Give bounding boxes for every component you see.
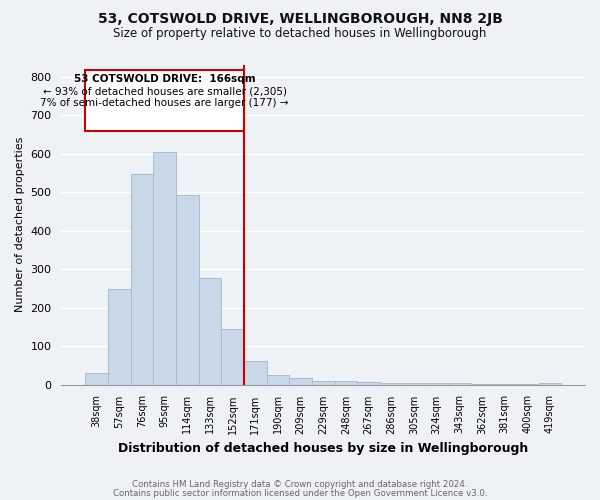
- Bar: [357, 382, 380, 384]
- FancyBboxPatch shape: [85, 70, 244, 131]
- X-axis label: Distribution of detached houses by size in Wellingborough: Distribution of detached houses by size …: [118, 442, 529, 455]
- Text: 7% of semi-detached houses are larger (177) →: 7% of semi-detached houses are larger (1…: [40, 98, 289, 108]
- Text: 53, COTSWOLD DRIVE, WELLINGBOROUGH, NN8 2JB: 53, COTSWOLD DRIVE, WELLINGBOROUGH, NN8 …: [98, 12, 502, 26]
- Text: Size of property relative to detached houses in Wellingborough: Size of property relative to detached ho…: [113, 28, 487, 40]
- Text: 53 COTSWOLD DRIVE:  166sqm: 53 COTSWOLD DRIVE: 166sqm: [74, 74, 256, 84]
- Y-axis label: Number of detached properties: Number of detached properties: [15, 137, 25, 312]
- Bar: [108, 289, 131, 384]
- Text: ← 93% of detached houses are smaller (2,305): ← 93% of detached houses are smaller (2,…: [43, 86, 287, 96]
- Bar: [153, 152, 176, 384]
- Bar: [539, 382, 561, 384]
- Bar: [221, 328, 244, 384]
- Text: Contains HM Land Registry data © Crown copyright and database right 2024.: Contains HM Land Registry data © Crown c…: [132, 480, 468, 489]
- Bar: [244, 362, 266, 384]
- Bar: [176, 195, 199, 384]
- Bar: [289, 378, 312, 384]
- Bar: [199, 278, 221, 384]
- Text: Contains public sector information licensed under the Open Government Licence v3: Contains public sector information licen…: [113, 488, 487, 498]
- Bar: [380, 382, 403, 384]
- Bar: [85, 373, 108, 384]
- Bar: [335, 382, 357, 384]
- Bar: [266, 375, 289, 384]
- Bar: [403, 383, 425, 384]
- Bar: [131, 174, 153, 384]
- Bar: [312, 380, 335, 384]
